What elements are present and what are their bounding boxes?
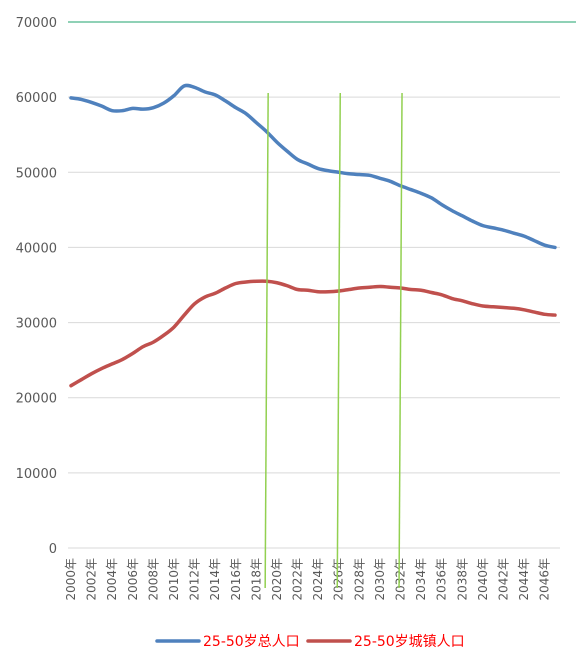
y-tick-label: 60000 [16,91,57,106]
x-tick-label: 2018年 [249,558,263,601]
x-tick-label: 2032年 [394,558,408,601]
x-tick-label: 2010年 [167,558,181,601]
y-tick-label: 70000 [16,16,57,31]
reference-line [264,92,269,589]
series-line-total [69,83,557,250]
series-line-urban [69,279,557,388]
x-tick-label: 2034年 [414,558,428,601]
x-tick-label: 2024年 [311,558,325,601]
x-tick-label: 2042年 [497,558,511,601]
y-tick-label: 40000 [16,241,57,256]
legend-label: 25-50岁城镇人口 [354,634,465,650]
x-tick-label: 2026年 [332,558,346,601]
x-tick-label: 2038年 [455,558,469,601]
y-tick-label: 10000 [16,467,57,482]
x-tick-label: 2030年 [373,558,387,601]
reference-line [336,92,341,589]
series-lines [69,83,557,388]
y-tick-label: 50000 [16,166,57,181]
legend: 25-50岁总人口 25-50岁城镇人口 [155,634,465,650]
x-tick-label: 2012年 [188,558,202,601]
y-axis-tick-labels: 0 10000 20000 30000 40000 50000 60000 70000 [16,16,57,557]
x-tick-label: 2008年 [146,558,160,601]
x-tick-label: 2040年 [476,558,490,601]
x-tick-label: 2014年 [208,558,222,601]
y-tick-label: 20000 [16,392,57,407]
x-tick-label: 2000年 [64,558,78,601]
x-tick-label: 2016年 [229,558,243,601]
x-tick-label: 2028年 [352,558,366,601]
legend-label: 25-50岁总人口 [203,634,300,650]
x-tick-label: 2002年 [85,558,99,601]
x-tick-label: 2006年 [126,558,140,601]
x-tick-label: 2004年 [105,558,119,601]
x-tick-label: 2046年 [538,558,552,601]
x-tick-label: 2022年 [291,558,305,601]
x-tick-label: 2036年 [435,558,449,601]
x-axis-tick-labels: 2000年 2002年 2004年 2006年 2008年 2010年 2012年 2014年… [64,558,552,601]
x-tick-label: 2044年 [517,558,531,601]
reference-lines [264,92,403,589]
y-tick-label: 0 [49,542,57,557]
y-tick-label: 30000 [16,317,57,332]
x-tick-label: 2020年 [270,558,284,601]
gridlines [68,21,576,549]
reference-line [398,92,403,589]
